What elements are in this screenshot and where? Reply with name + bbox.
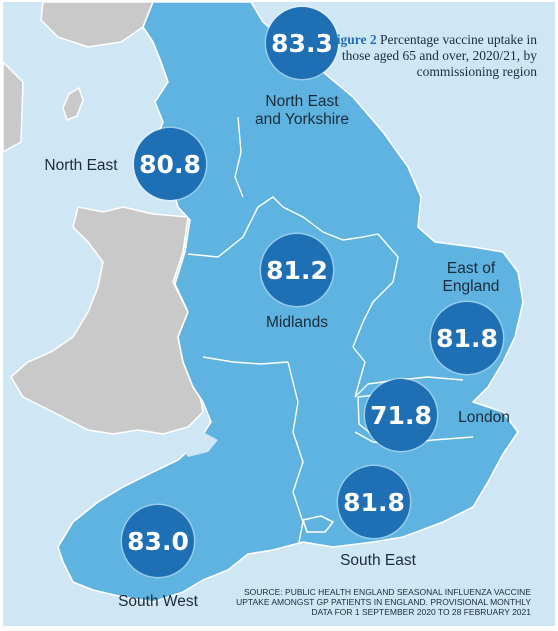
- boundary-north-midlands: [187, 196, 379, 258]
- severn-estuary: [178, 432, 218, 457]
- isle-of-wight: [302, 515, 334, 533]
- label-east-of-england: East of England: [442, 260, 500, 295]
- figure-title: Figure 2 Percentage vaccine uptake in th…: [327, 32, 537, 80]
- isle-of-man: [62, 86, 84, 121]
- label-south-west: South West: [118, 593, 198, 610]
- boundary-ne-nw: [234, 116, 244, 198]
- value-bubble-london: 71.8: [365, 379, 437, 451]
- label-south-east: South East: [340, 552, 416, 569]
- scotland-landmass: [40, 2, 154, 48]
- label-north-east-yorkshire: North East and Yorkshire: [255, 93, 349, 128]
- label-london: London: [458, 409, 510, 426]
- label-north-east: North East: [44, 157, 118, 174]
- value-bubble-north-east: 80.8: [134, 128, 206, 200]
- wales-landmass: [10, 206, 204, 435]
- value-bubble-south-west: 83.0: [122, 505, 194, 577]
- value-bubble-midlands: 81.2: [261, 234, 333, 306]
- ireland-edge: [3, 60, 24, 153]
- map-frame: 83.3 80.8 81.2 81.8 71.8 81.8 83.0 North…: [3, 2, 555, 626]
- label-midlands: Midlands: [265, 314, 329, 331]
- value-bubble-east-of-england: 81.8: [431, 302, 503, 374]
- source-note: Source: Public Health England seasonal i…: [236, 587, 531, 617]
- figure-caption: Percentage vaccine uptake in those aged …: [341, 32, 537, 79]
- figure-number: Figure 2: [328, 32, 377, 47]
- value-bubble-north-east-yorkshire: 83.3: [266, 7, 338, 79]
- value-bubble-south-east: 81.8: [338, 466, 410, 538]
- boundary-midlands-sw: [202, 356, 289, 365]
- boundary-midlands-east: [352, 233, 399, 398]
